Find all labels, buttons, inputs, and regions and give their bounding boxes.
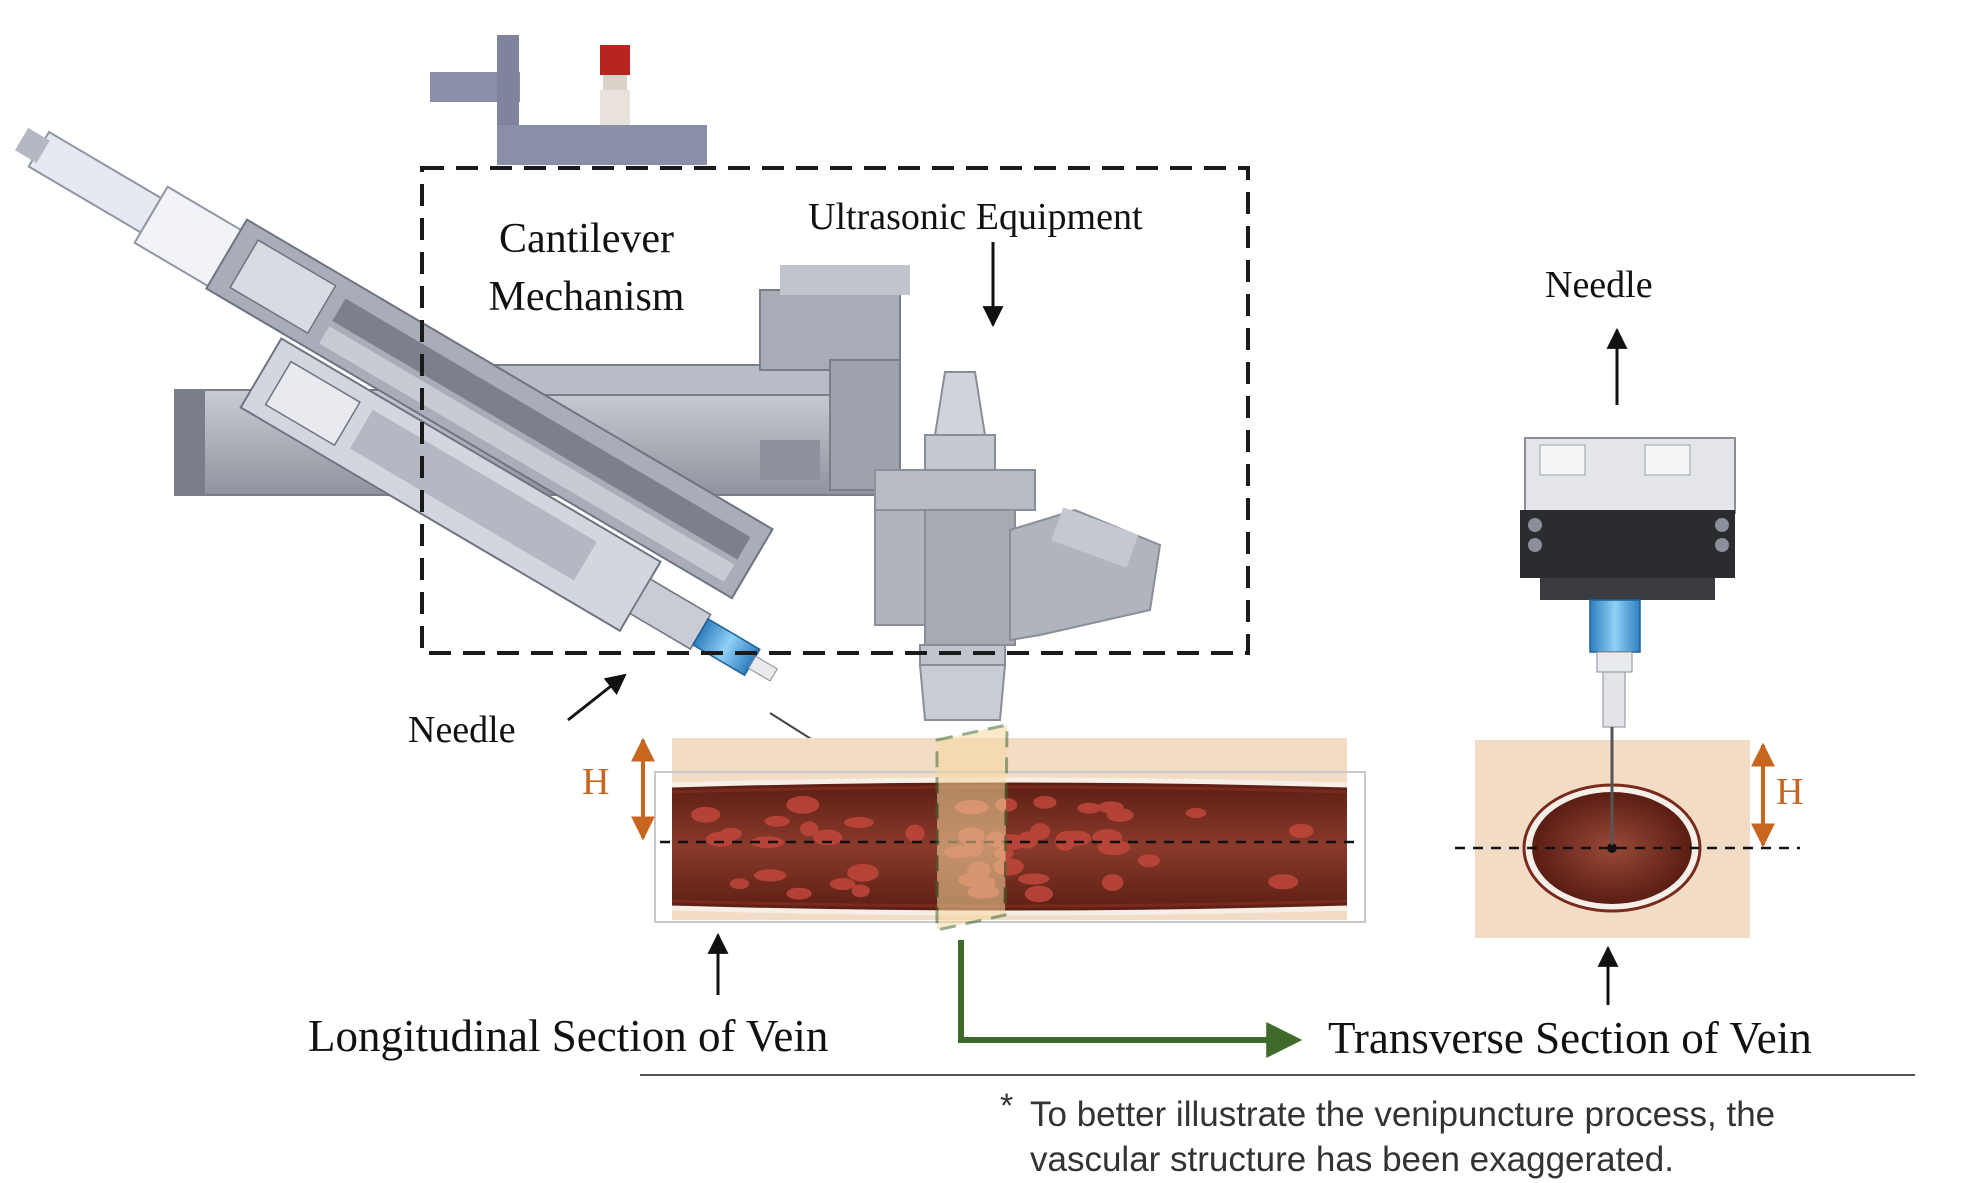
blood-cell bbox=[753, 869, 787, 882]
blood-cell bbox=[764, 815, 790, 827]
section-transfer-arrow bbox=[958, 940, 1303, 1058]
blood-cell bbox=[829, 878, 856, 890]
ultrasonic-probe bbox=[874, 371, 1162, 721]
blood-cell bbox=[844, 817, 874, 828]
blood-cell bbox=[1033, 795, 1057, 809]
label-ultrasonic-equipment: Ultrasonic Equipment bbox=[808, 196, 1143, 238]
blood-cell bbox=[1106, 808, 1134, 822]
blood-cell bbox=[729, 878, 750, 889]
label-transverse-section: Transverse Section of Vein bbox=[1328, 1013, 1812, 1063]
dashed-focus-box bbox=[420, 166, 1250, 655]
blood-cell bbox=[1185, 808, 1207, 818]
transverse-vein-section bbox=[1455, 740, 1800, 938]
blood-cell bbox=[788, 798, 808, 809]
blood-cell bbox=[813, 829, 843, 846]
blood-cell bbox=[720, 827, 742, 840]
blood-cell bbox=[1024, 885, 1053, 903]
blood-cell bbox=[1288, 823, 1314, 838]
label-needle-right: Needle bbox=[1545, 264, 1653, 306]
label-needle-left: Needle bbox=[408, 709, 516, 751]
blood-cell bbox=[851, 884, 870, 898]
blood-cell bbox=[1268, 874, 1299, 890]
top-mount-bracket bbox=[430, 35, 707, 165]
label-cantilever-mechanism: Cantilever Mechanism bbox=[488, 216, 685, 320]
label-h-right: H bbox=[1776, 771, 1804, 813]
blood-cell bbox=[1077, 802, 1102, 814]
needle-end-effector bbox=[1520, 437, 1736, 845]
blood-cell bbox=[800, 821, 819, 837]
blood-cell bbox=[847, 863, 879, 882]
blood-cell bbox=[1101, 874, 1124, 891]
footnote-star: * bbox=[1000, 1087, 1014, 1125]
blood-cell bbox=[905, 824, 925, 842]
longitudinal-vein-section bbox=[654, 723, 1366, 932]
label-h-left: H bbox=[582, 761, 610, 803]
label-longitudinal-section: Longitudinal Section of Vein bbox=[308, 1011, 829, 1061]
blood-cell bbox=[690, 806, 721, 823]
blood-cell bbox=[786, 887, 812, 900]
needle-left-arrow bbox=[567, 673, 627, 722]
blood-cell bbox=[1137, 854, 1160, 868]
footnote-line-2: vascular structure has been exaggerated. bbox=[1030, 1140, 1674, 1179]
blood-cell bbox=[750, 836, 784, 848]
blood-cell bbox=[1017, 873, 1050, 885]
footnote-line-1: To better illustrate the venipuncture pr… bbox=[1030, 1095, 1776, 1134]
